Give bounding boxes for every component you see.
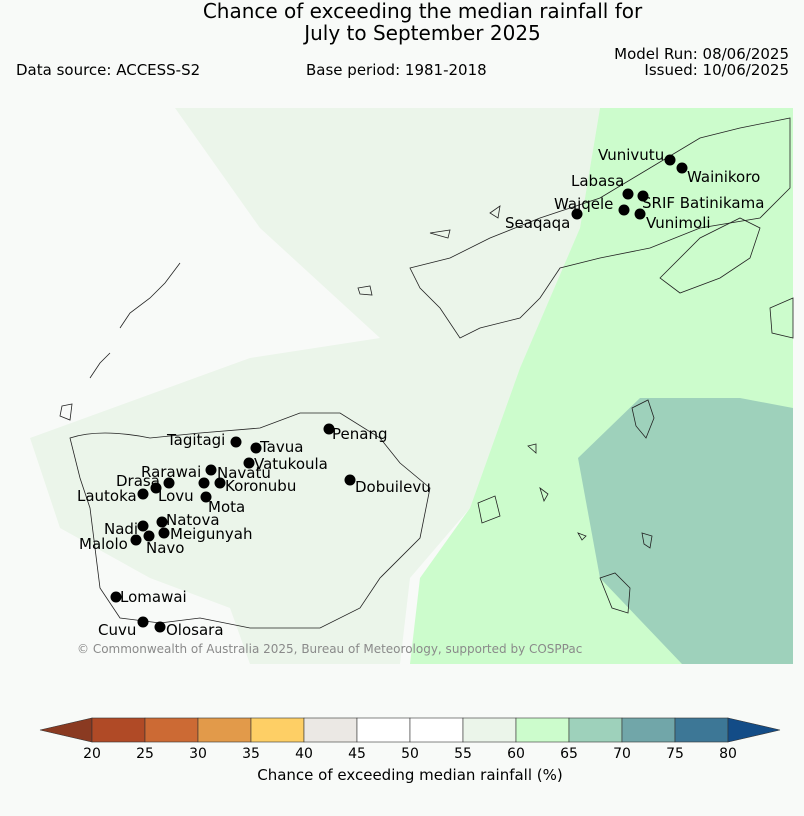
station-dot [230, 436, 242, 448]
station-label-navo: Navo [146, 539, 184, 557]
issued-date: Issued: 10/06/2025 [644, 61, 789, 79]
colorbar-tick-labels: 20 25 30 35 40 45 50 55 60 65 70 75 80 [83, 746, 737, 762]
station-label-natova: Natova [166, 511, 220, 529]
station-label-drasa: Drasa [116, 472, 160, 490]
station-dot [323, 423, 335, 435]
colorbar-30-35 [197, 717, 252, 743]
station-dot [156, 516, 168, 528]
station-dot [664, 154, 676, 166]
station-label-mota: Mota [208, 498, 245, 516]
title-line-1: Chance of exceeding the median rainfall … [202, 0, 643, 23]
station-dot [571, 208, 583, 220]
station-label-koronubu: Koronubu [225, 477, 296, 495]
colorbar-60-65 [515, 717, 570, 743]
station-label-meigunyah: Meigunyah [170, 525, 252, 543]
colorbar-55-60 [462, 717, 517, 743]
station-label-lautoka: Lautoka [77, 487, 137, 505]
station-label-vunimoli: Vunimoli [646, 214, 711, 232]
colorbar-tick: 45 [348, 746, 366, 762]
station-dot [150, 482, 162, 494]
model-run: Model Run: 08/06/2025 [614, 45, 789, 63]
station-labels: Vunivutu Wainikoro Labasa Waiqele SRIF B… [77, 146, 764, 639]
data-source: Data source: ACCESS-S2 [16, 61, 201, 79]
station-dot [158, 527, 170, 539]
station-label-tagitagi: Tagitagi [166, 431, 225, 449]
base-period: Base period: 1981-2018 [306, 61, 487, 79]
station-dot [637, 190, 649, 202]
station-dot [622, 188, 634, 200]
station-dot [214, 477, 226, 489]
station-label-rarawai: Rarawai [141, 463, 201, 481]
colorbar-75-80 [674, 717, 729, 743]
station-dot [137, 520, 149, 532]
station-label-seaqaqa: Seaqaqa [505, 214, 570, 232]
station-dot [200, 491, 212, 503]
station-label-lomawai: Lomawai [120, 588, 187, 606]
colorbar-40-45 [303, 717, 358, 743]
station-label-lovu: Lovu [158, 487, 194, 505]
station-label-vunivutu: Vunivutu [598, 146, 664, 164]
station-label-labasa: Labasa [571, 172, 624, 190]
colorbar-tick: 40 [295, 746, 313, 762]
colorbar-45-50 [356, 717, 411, 743]
station-dot [205, 464, 217, 476]
colorbar-title: Chance of exceeding median rainfall (%) [257, 766, 562, 784]
coastlines [59, 117, 794, 629]
station-dot [130, 534, 142, 546]
rainfall-map: Vunivutu Wainikoro Labasa Waiqele SRIF B… [0, 108, 794, 784]
station-dot [110, 591, 122, 603]
station-label-tavua: Tavua [259, 438, 303, 456]
station-label-wainikoro: Wainikoro [687, 168, 760, 186]
colorbar-50-55 [409, 717, 464, 743]
colorbar-tick: 25 [136, 746, 154, 762]
station-dot [163, 477, 175, 489]
station-dot [143, 530, 155, 542]
colorbar: 20 25 30 35 40 45 50 55 60 65 70 75 80 C… [39, 717, 781, 784]
colorbar-tick: 75 [666, 746, 684, 762]
colorbar-tick: 50 [401, 746, 419, 762]
colorbar-tick: 80 [719, 746, 737, 762]
colorbar-below-20 [39, 717, 93, 743]
colorbar-70-75 [621, 717, 676, 743]
colorbar-tick: 65 [560, 746, 578, 762]
colorbar-above-80 [727, 717, 781, 743]
station-label-olosara: Olosara [166, 621, 224, 639]
station-label-penang: Penang [332, 425, 387, 443]
station-dot [634, 208, 646, 220]
station-dot [676, 162, 688, 174]
map-shading [0, 108, 793, 664]
colorbar-35-40 [250, 717, 305, 743]
station-label-malolo: Malolo [79, 535, 128, 553]
station-label-srif-batinikama: SRIF Batinikama [642, 194, 764, 212]
colorbar-tick: 30 [189, 746, 207, 762]
colorbar-65-70 [568, 717, 623, 743]
station-dot [137, 616, 149, 628]
station-label-nadi: Nadi [104, 520, 138, 538]
colorbar-tick: 35 [242, 746, 260, 762]
colorbar-tick: 60 [507, 746, 525, 762]
title-line-2: July to September 2025 [304, 21, 541, 45]
band-55-60 [30, 108, 600, 664]
map-title: Chance of exceeding the median rainfall … [0, 0, 804, 44]
band-65-70 [578, 398, 793, 664]
station-label-cuvu: Cuvu [98, 621, 136, 639]
station-dot [243, 457, 255, 469]
station-dot [250, 442, 262, 454]
station-dot [198, 477, 210, 489]
station-dot [154, 621, 166, 633]
colorbar-25-30 [144, 717, 199, 743]
station-markers [110, 154, 688, 633]
station-label-dobuilevu: Dobuilevu [355, 478, 431, 496]
colorbar-20-25 [91, 717, 146, 743]
station-label-waiqele: Waiqele [554, 195, 613, 213]
colorbar-tick: 70 [613, 746, 631, 762]
station-dot [618, 204, 630, 216]
station-dot [344, 474, 356, 486]
station-label-navatu: Navatu [217, 464, 271, 482]
station-label-vatukoula: Vatukoula [254, 455, 328, 473]
colorbar-tick: 55 [454, 746, 472, 762]
copyright-notice: © Commonwealth of Australia 2025, Bureau… [77, 642, 582, 656]
colorbar-tick: 20 [83, 746, 101, 762]
station-dot [137, 488, 149, 500]
